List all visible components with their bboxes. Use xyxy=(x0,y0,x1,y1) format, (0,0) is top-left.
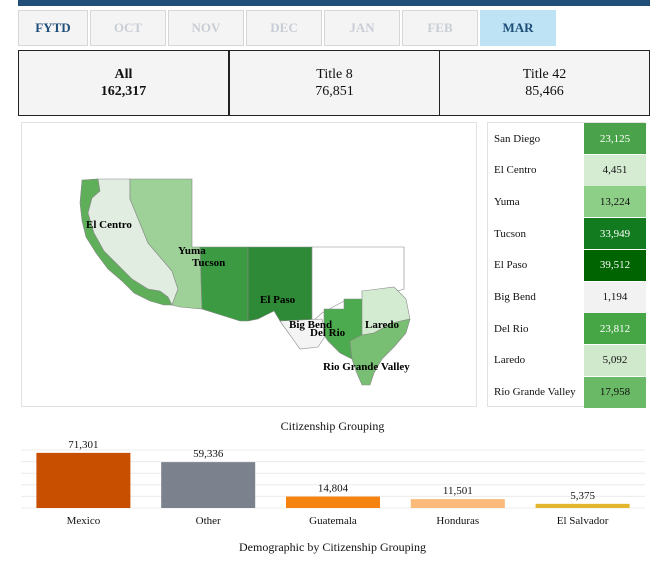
sector-value: 33,949 xyxy=(584,218,646,250)
sector-value: 5,092 xyxy=(584,344,646,376)
sector-name: El Paso xyxy=(494,259,528,272)
sector-name: El Centro xyxy=(494,164,537,177)
sector-map: El Centro Yuma Tucson El Paso Big Bend D… xyxy=(21,122,477,407)
chart-title: Citizenship Grouping xyxy=(280,419,385,433)
sector-name: San Diego xyxy=(494,132,541,145)
sector-value: 17,958 xyxy=(584,376,646,408)
sector-row[interactable]: El Centro 4,451 xyxy=(488,154,646,186)
summary-card-title-42[interactable]: Title 42 85,466 xyxy=(440,50,650,116)
sector-row[interactable]: Tucson 33,949 xyxy=(488,218,646,250)
bar-value-label: 71,301 xyxy=(68,439,98,451)
tab-dec[interactable]: DEC xyxy=(246,10,322,46)
bar-value-label: 14,804 xyxy=(318,483,349,495)
bar-value-label: 59,336 xyxy=(193,448,224,460)
bar-mexico[interactable] xyxy=(36,452,131,508)
bar-category-label: Guatemala xyxy=(309,515,357,527)
summary-card-all[interactable]: All 162,317 xyxy=(18,50,229,116)
sector-value: 39,512 xyxy=(584,249,646,281)
sector-row[interactable]: Del Rio 23,812 xyxy=(488,313,646,345)
map-region-el-paso[interactable] xyxy=(247,246,313,322)
map-label-laredo: Laredo xyxy=(365,319,400,331)
tab-fytd[interactable]: FYTD xyxy=(18,10,88,46)
sector-name: Rio Grande Valley xyxy=(494,386,576,399)
summary-cards: All 162,317 Title 8 76,851 Title 42 85,4… xyxy=(18,50,650,116)
sector-map-svg: El Centro Yuma Tucson El Paso Big Bend D… xyxy=(79,178,411,386)
sector-value: 23,812 xyxy=(584,313,646,345)
tab-jan[interactable]: JAN xyxy=(324,10,400,46)
tab-mar[interactable]: MAR xyxy=(480,10,556,46)
sector-row[interactable]: Yuma 13,224 xyxy=(488,186,646,218)
footer-section-title: Demographic by Citizenship Grouping xyxy=(239,540,426,554)
sector-row[interactable]: San Diego 23,125 xyxy=(488,123,646,154)
sector-row[interactable]: Laredo 5,092 xyxy=(488,344,646,376)
map-region-tucson[interactable] xyxy=(199,246,249,322)
summary-card-value: 162,317 xyxy=(100,84,147,99)
bar-category-label: Other xyxy=(196,515,221,527)
map-region-yuma[interactable] xyxy=(129,178,203,310)
tab-nov[interactable]: NOV xyxy=(168,10,244,46)
summary-card-value: 85,466 xyxy=(525,84,564,99)
map-label-rio-grande-valley: Rio Grande Valley xyxy=(323,361,410,373)
bar-value-label: 11,501 xyxy=(443,485,473,497)
sector-name: Yuma xyxy=(494,195,520,208)
sector-value: 4,451 xyxy=(584,154,646,186)
bar-honduras[interactable] xyxy=(410,499,505,508)
summary-card-label: All xyxy=(114,67,133,82)
citizenship-bar-chart: 71,301 Mexico 59,336 Other 14,804 Guatemala 11… xyxy=(21,439,645,527)
month-tab-bar: FYTD OCT NOV DEC JAN FEB MAR xyxy=(18,10,558,46)
sector-name: Del Rio xyxy=(494,322,529,335)
summary-card-label: Title 8 xyxy=(316,67,353,82)
map-label-el-centro: El Centro xyxy=(86,219,132,231)
top-accent-bar xyxy=(18,0,650,6)
map-region-rio-grande-valley[interactable] xyxy=(349,318,411,386)
sector-name: Laredo xyxy=(494,354,526,367)
map-label-yuma: Yuma xyxy=(178,245,206,257)
bar-el-salvador[interactable] xyxy=(535,503,630,508)
summary-card-title-8[interactable]: Title 8 76,851 xyxy=(229,50,440,116)
sector-name: Tucson xyxy=(494,227,526,240)
bar-category-label: Mexico xyxy=(67,515,101,527)
map-label-big-bend: Big Bend xyxy=(289,319,332,331)
sector-value: 23,125 xyxy=(584,123,646,154)
sector-name: Big Bend xyxy=(494,291,536,303)
bar-category-label: Honduras xyxy=(436,515,479,527)
sector-value: 13,224 xyxy=(584,186,646,218)
map-label-tucson: Tucson xyxy=(192,257,225,269)
sector-row[interactable]: Big Bend 1,194 xyxy=(488,281,646,313)
bar-category-label: El Salvador xyxy=(557,515,609,527)
summary-card-label: Title 42 xyxy=(522,67,567,82)
map-label-del-rio: Del Rio xyxy=(310,327,346,339)
sector-value-table: San Diego 23,125 El Centro 4,451 Yuma 13,224 T… xyxy=(487,122,646,408)
bar-value-label: 5,375 xyxy=(570,490,595,502)
bar-guatemala[interactable] xyxy=(286,496,380,508)
tab-feb[interactable]: FEB xyxy=(402,10,478,46)
tab-oct[interactable]: OCT xyxy=(90,10,166,46)
sector-value: 1,194 xyxy=(584,281,646,313)
summary-card-value: 76,851 xyxy=(315,84,354,99)
sector-row[interactable]: Rio Grande Valley 17,958 xyxy=(488,376,646,408)
map-label-el-paso: El Paso xyxy=(260,294,296,306)
sector-row[interactable]: El Paso 39,512 xyxy=(488,249,646,281)
map-region-big-bend[interactable] xyxy=(279,318,327,350)
bar-other[interactable] xyxy=(161,462,256,508)
